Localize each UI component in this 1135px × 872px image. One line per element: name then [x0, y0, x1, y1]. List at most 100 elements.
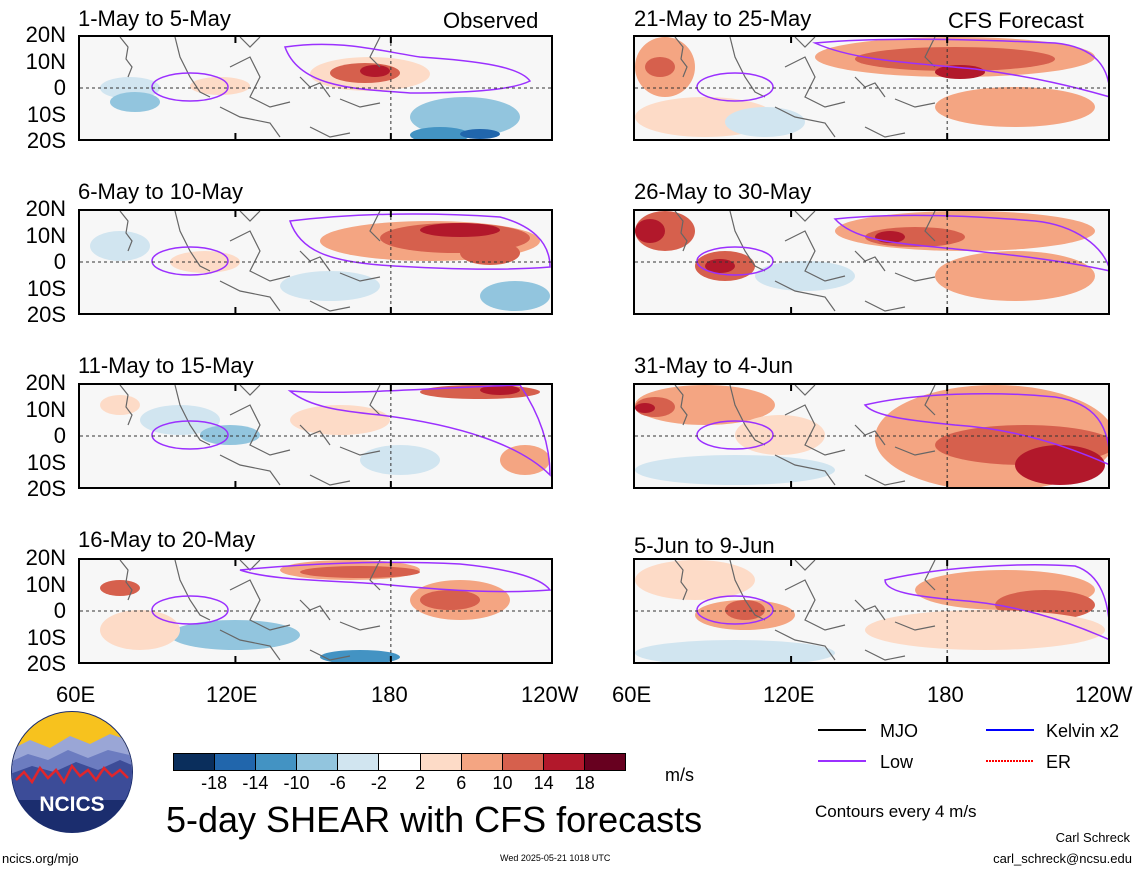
shear-field-patch: [410, 127, 470, 139]
map-panel-4: [78, 558, 553, 664]
shear-field-patch: [290, 405, 390, 435]
colorbar-swatch: [461, 754, 503, 770]
low-contour: [696, 72, 774, 102]
panel-title-7: 31-May to 4-Jun: [634, 353, 793, 378]
panel-title-1: 1-May to 5-May: [78, 6, 231, 31]
shear-field-patch: [500, 445, 550, 475]
lat-label: 0: [53, 423, 66, 448]
cfs-forecast-tag: CFS Forecast: [948, 8, 1084, 33]
shear-field-patch: [1015, 445, 1105, 485]
lat-label: 10N: [25, 571, 66, 597]
low-contour: [287, 385, 551, 477]
colorbar-label: -2: [370, 773, 387, 793]
low-contour: [151, 246, 229, 276]
low-contour: [151, 420, 229, 450]
footer-url: ncics.org/mjo: [2, 851, 79, 866]
shear-field-patch: [100, 580, 140, 596]
colorbar-swatch: [297, 754, 339, 770]
shear-field-patch: [420, 223, 500, 237]
colorbar-unit: m/s: [665, 765, 694, 785]
coastline: [119, 211, 381, 312]
lon-label-60e-right: 60E: [612, 682, 652, 707]
shear-field-patch: [725, 107, 805, 137]
shear-field-patch: [460, 241, 520, 265]
coastline: [119, 560, 381, 661]
low-line-swatch: [818, 760, 866, 762]
shear-field-patch: [100, 610, 180, 650]
coastline: [674, 560, 936, 661]
map-panel-3: [78, 383, 553, 489]
lon-label-120e: 120E: [206, 682, 258, 707]
lon-label-180-right: 180: [927, 682, 964, 707]
shear-field-patch: [420, 590, 480, 610]
colorbar: [173, 753, 626, 771]
panel-title-5: 21-May to 25-May: [634, 6, 812, 31]
lat-label: 10S: [26, 449, 66, 475]
low-contour: [696, 420, 774, 450]
shear-field-patch: [110, 92, 160, 112]
ncics-logo: NCICS: [11, 711, 133, 833]
shear-field-patch: [320, 650, 400, 662]
low-contour: [151, 595, 229, 625]
colorbar-label: -6: [329, 773, 346, 793]
shear-field-patch: [635, 560, 755, 600]
colorbar-swatch: [543, 754, 585, 770]
legend-mjo: MJO: [880, 721, 918, 741]
colorbar-label: 2: [415, 773, 426, 793]
contour-note: Contours every 4 m/s: [815, 802, 977, 821]
low-contour: [696, 246, 774, 276]
footer-email: carl_schreck@ncsu.edu: [993, 851, 1132, 866]
lon-label-120w: 120W: [521, 682, 579, 707]
legend-kelvin: Kelvin x2: [1046, 721, 1120, 741]
lat-label: 20S: [26, 302, 66, 327]
lon-label-120e-right: 120E: [763, 682, 815, 707]
low-contour: [863, 392, 1108, 465]
colorbar-swatch: [256, 754, 298, 770]
shear-field-patch: [635, 640, 835, 662]
coastline: [674, 37, 936, 138]
shear-field-patch: [855, 47, 1055, 71]
colorbar-swatch: [420, 754, 462, 770]
shear-field-patch: [635, 403, 655, 413]
shear-field-patch: [90, 231, 150, 261]
map-panel-7: [633, 383, 1110, 489]
lat-label: 10N: [25, 222, 66, 248]
lat-label: 10S: [26, 624, 66, 650]
shear-field-patch: [735, 415, 825, 455]
colorbar-swatch: [379, 754, 421, 770]
low-contour: [884, 564, 1108, 640]
shear-field-patch: [170, 620, 300, 650]
coastline: [674, 211, 936, 312]
er-line-swatch: [986, 760, 1034, 762]
colorbar-swatch: [174, 754, 216, 770]
low-contour: [833, 214, 1108, 272]
shear-field-patch: [935, 87, 1095, 127]
shear-field-patch: [360, 65, 390, 77]
lat-label: 20N: [25, 370, 66, 395]
colorbar-label: -10: [283, 773, 310, 793]
shear-field-patch: [865, 610, 1105, 650]
colorbar-label: 10: [492, 773, 513, 793]
low-contour: [288, 213, 551, 270]
mjo-line-swatch: [818, 729, 866, 731]
coastline: [674, 385, 936, 486]
lat-label: 0: [53, 598, 66, 623]
footer-date: Wed 2025-05-21 1018 UTC: [500, 853, 611, 863]
low-contour: [151, 72, 229, 102]
low-contour: [812, 38, 1108, 98]
lat-label: 10N: [25, 48, 66, 74]
colorbar-swatch: [584, 754, 626, 770]
main-title: 5-day SHEAR with CFS forecasts: [166, 799, 703, 840]
colorbar-label: -14: [242, 773, 269, 793]
panel-title-3: 11-May to 15-May: [78, 353, 254, 378]
shear-field-patch: [300, 566, 420, 578]
shear-field-patch: [410, 97, 520, 137]
lat-label: 10S: [26, 275, 66, 301]
lat-label: 10S: [26, 101, 66, 127]
shear-field-patch: [635, 455, 835, 485]
map-panel-1: [78, 35, 553, 141]
lat-label: 10N: [25, 396, 66, 422]
shear-field-patch: [200, 425, 260, 445]
lat-label: 20S: [26, 128, 66, 153]
map-panel-5: [633, 35, 1110, 141]
